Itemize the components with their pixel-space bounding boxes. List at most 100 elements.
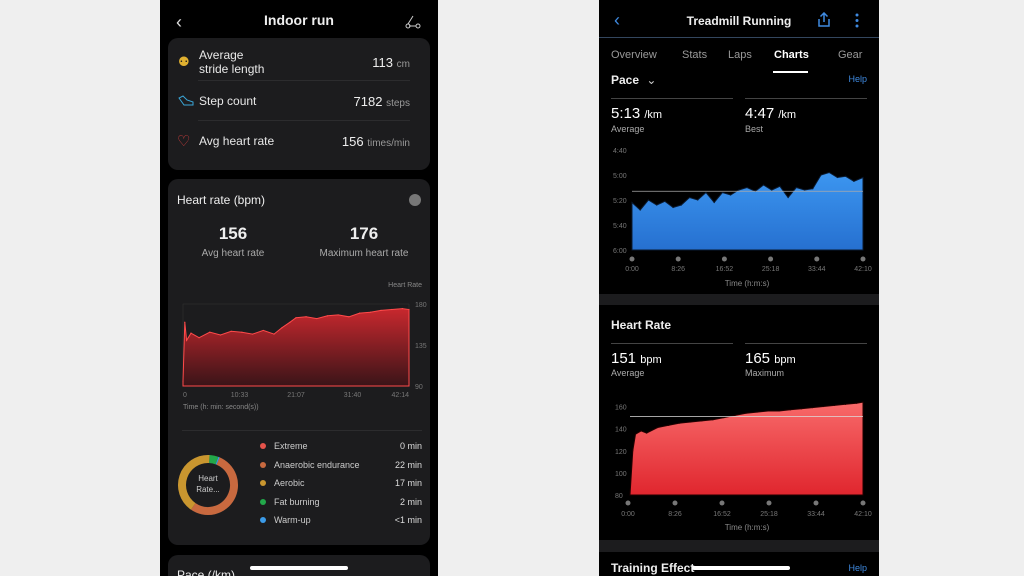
data-point: [656, 204, 658, 206]
zone-color-dot: [260, 517, 266, 523]
donut-segment: [178, 455, 210, 510]
max-hr-label: Maximum heart rate: [319, 248, 409, 259]
data-point: [812, 188, 814, 190]
more-vertical-icon[interactable]: [855, 13, 859, 28]
x-tick-label: 33:44: [808, 266, 826, 273]
data-point: [198, 337, 200, 339]
home-indicator[interactable]: [692, 566, 790, 570]
tab-charts[interactable]: Charts: [774, 49, 809, 61]
data-point: [273, 333, 275, 335]
data-point: [629, 494, 631, 496]
data-point: [862, 401, 864, 403]
back-button[interactable]: ‹: [614, 10, 620, 30]
expand-icon[interactable]: [409, 194, 421, 206]
data-point: [713, 201, 715, 204]
data-point: [723, 416, 725, 419]
stat-value: 156 times/min: [341, 133, 410, 149]
share-icon[interactable]: [817, 12, 831, 28]
shoe-icon: [178, 95, 194, 106]
best-pace-value: 4:47 /km: [745, 105, 797, 122]
y-tick-label: 5:40: [613, 223, 627, 230]
card-title: Pace (/km): [177, 568, 236, 576]
x-tick-label: 42:10: [854, 266, 872, 273]
zone-name: Warm-up: [274, 515, 311, 525]
data-point: [289, 321, 291, 323]
data-point: [634, 433, 637, 435]
stat-label: Step count: [199, 94, 257, 108]
data-point: [820, 174, 822, 176]
zone-legend-item: Anaerobic endurance 22 min: [260, 460, 422, 470]
stat-label: stride length: [199, 62, 265, 76]
x-tick-label: 0: [183, 392, 187, 399]
data-point: [640, 430, 642, 432]
help-link[interactable]: Help: [848, 74, 867, 84]
data-point: [401, 307, 404, 310]
data-point: [855, 402, 858, 404]
data-point: [380, 309, 382, 311]
y-tick-label: 4:40: [613, 148, 627, 155]
chart-type-dropdown[interactable]: Pace ⌄: [611, 73, 657, 87]
zone-color-dot: [260, 480, 266, 486]
data-point: [787, 196, 789, 199]
data-point: [690, 421, 692, 423]
data-point: [767, 410, 769, 412]
x-tick-label: 0:00: [625, 266, 639, 273]
tab-laps[interactable]: Laps: [728, 49, 752, 61]
x-tick-label: 8:26: [671, 266, 685, 273]
data-point: [647, 199, 650, 201]
data-point: [295, 317, 297, 319]
y-tick-label: 80: [615, 493, 623, 500]
stat-label: Average: [199, 48, 244, 62]
data-point: [701, 420, 703, 422]
data-point: [408, 308, 410, 311]
data-point: [241, 331, 243, 333]
zone-duration: 2 min: [399, 496, 422, 507]
data-point: [639, 209, 641, 211]
data-point: [672, 206, 674, 209]
data-point: [645, 432, 648, 434]
data-point: [631, 201, 633, 204]
help-link[interactable]: Help: [848, 563, 867, 573]
home-indicator[interactable]: [250, 566, 348, 570]
data-point: [712, 419, 714, 421]
data-point: [738, 189, 740, 191]
tab-stats[interactable]: Stats: [682, 49, 708, 61]
avg-pace-value: 5:13 /km: [611, 105, 663, 122]
x-tick-dot: [629, 256, 635, 262]
data-point: [705, 191, 707, 194]
data-point: [721, 191, 723, 194]
data-point: [853, 180, 855, 182]
data-point: [836, 176, 839, 179]
x-tick-label: 33:44: [807, 511, 825, 518]
tab-gear[interactable]: Gear: [838, 49, 863, 61]
stat-value: 7182 steps: [353, 93, 410, 109]
zone-duration: <1 min: [394, 515, 422, 525]
avg-hr-value: 151 bpm: [611, 350, 662, 367]
avg-pace-label: Average: [611, 124, 645, 134]
y-tick-label: 135: [415, 343, 427, 350]
series-label: Heart Rate: [388, 282, 422, 289]
x-axis-label: Time (h:m:s): [724, 523, 770, 532]
data-point: [316, 317, 318, 320]
section-title: Training Effect: [611, 561, 695, 575]
pace-card: Pace (/km): [168, 555, 430, 576]
data-point: [845, 175, 847, 177]
route-icon[interactable]: [405, 13, 421, 29]
x-tick-label: 31:40: [344, 392, 362, 399]
x-tick-label: 16:52: [713, 511, 731, 518]
x-tick-label: 42:10: [854, 511, 872, 518]
data-point: [391, 308, 393, 311]
tab-overview[interactable]: Overview: [611, 49, 657, 61]
zone-name: Aerobic: [274, 478, 305, 488]
x-tick-label: 42:14: [391, 392, 409, 399]
data-area: [629, 401, 864, 496]
y-tick-label: 100: [615, 471, 627, 478]
data-point: [745, 412, 747, 414]
data-point: [730, 194, 732, 196]
back-button[interactable]: ‹: [176, 12, 182, 32]
zone-duration: 22 min: [394, 459, 422, 470]
x-tick-label: 10:33: [231, 392, 249, 399]
x-tick-dot: [721, 256, 727, 262]
section-title: Heart Rate: [611, 318, 672, 332]
data-point: [190, 332, 192, 334]
